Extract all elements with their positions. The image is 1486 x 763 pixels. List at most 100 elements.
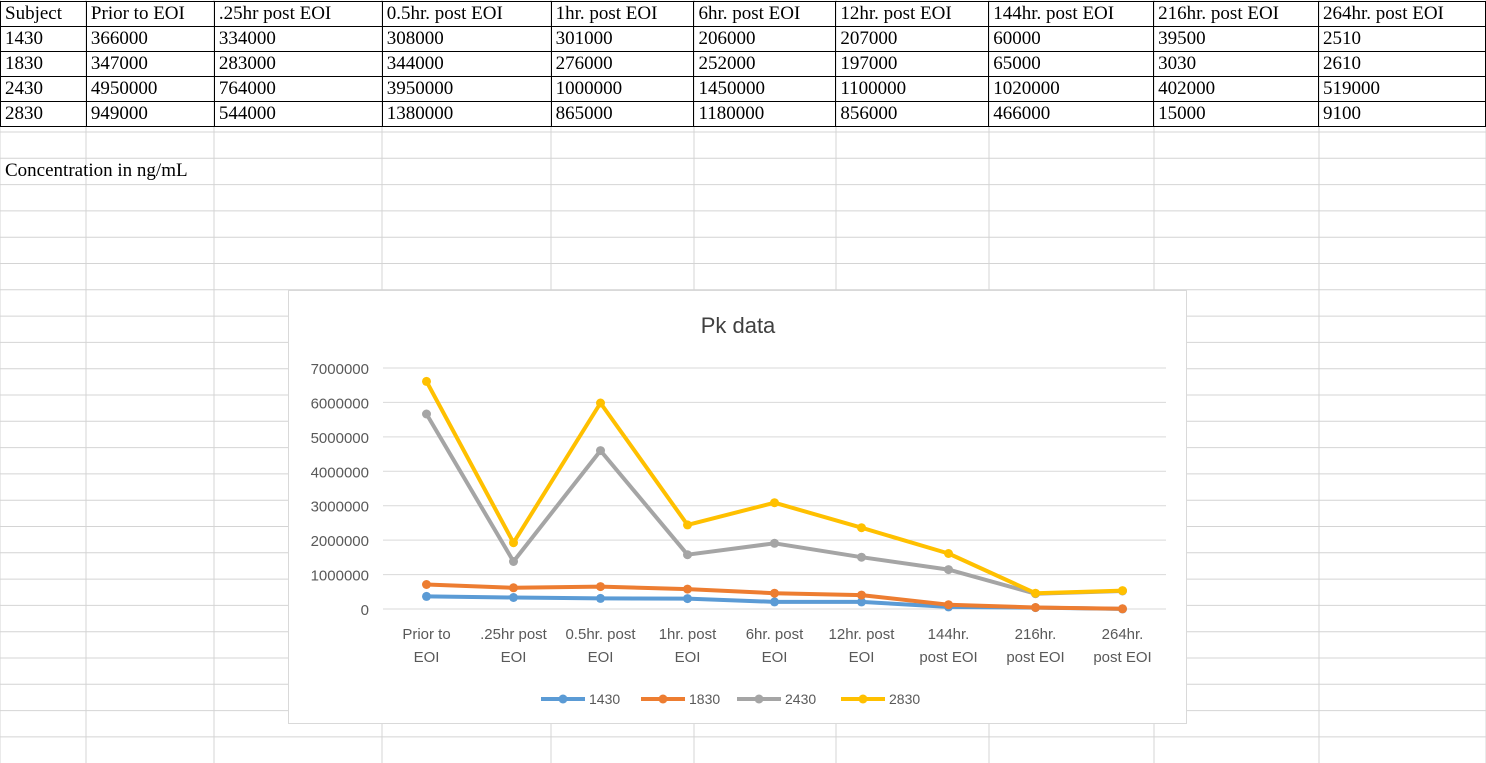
- column-header-cell[interactable]: 144hr. post EOI: [988, 1, 1155, 27]
- data-point-2430: [683, 550, 692, 560]
- table-cell[interactable]: 15000: [1153, 101, 1320, 127]
- table-cell[interactable]: 347000: [85, 51, 215, 77]
- legend-label: 2430: [785, 691, 816, 707]
- data-point-1430: [596, 593, 605, 603]
- x-tick-label: Prior to: [402, 626, 450, 643]
- table-cell[interactable]: 1380000: [381, 101, 552, 127]
- table-cell[interactable]: 1450000: [693, 76, 837, 102]
- table-cell[interactable]: 1020000: [988, 76, 1155, 102]
- x-tick-label: EOI: [588, 649, 614, 666]
- table-cell[interactable]: 1830: [0, 51, 87, 77]
- data-point-1430: [857, 597, 866, 607]
- column-header-cell[interactable]: Prior to EOI: [85, 1, 215, 27]
- table-cell[interactable]: 1000000: [550, 76, 695, 102]
- data-point-2830: [770, 498, 779, 508]
- table-cell[interactable]: 60000: [988, 26, 1155, 52]
- data-point-2830: [944, 549, 953, 558]
- table-cell[interactable]: 366000: [85, 26, 215, 52]
- table-cell[interactable]: 344000: [381, 51, 552, 77]
- table-cell[interactable]: 764000: [213, 76, 383, 102]
- x-tick-label: EOI: [849, 649, 875, 666]
- table-cell[interactable]: 1180000: [693, 101, 837, 127]
- table-cell[interactable]: 2830: [0, 101, 87, 127]
- table-cell[interactable]: 3030: [1153, 51, 1320, 77]
- table-header-row: Subject Prior to EOI .25hr post EOI 0.5hr. …: [0, 1, 1486, 27]
- data-point-1830: [770, 588, 779, 598]
- legend-label: 2830: [889, 691, 920, 707]
- data-table: Subject Prior to EOI .25hr post EOI 0.5hr. …: [0, 1, 1486, 127]
- table-cell[interactable]: 334000: [213, 26, 383, 52]
- table-cell[interactable]: 2610: [1318, 51, 1486, 77]
- table-cell[interactable]: 4950000: [85, 76, 215, 102]
- table-cell[interactable]: 2430: [0, 76, 87, 102]
- table-cell[interactable]: 949000: [85, 101, 215, 127]
- legend-marker-2430: [754, 694, 764, 704]
- x-tick-label: 0.5hr. post: [565, 626, 636, 643]
- table-cell[interactable]: 39500: [1153, 26, 1320, 52]
- table-cell[interactable]: 308000: [381, 26, 552, 52]
- table-row: 1830 347000 283000 344000 276000 252000 197000…: [0, 51, 1486, 77]
- data-point-2430: [422, 409, 431, 419]
- table-cell[interactable]: 301000: [550, 26, 695, 52]
- column-header-cell[interactable]: 264hr. post EOI: [1318, 1, 1486, 27]
- x-tick-label: EOI: [675, 649, 701, 666]
- table-cell[interactable]: 276000: [550, 51, 695, 77]
- table-cell[interactable]: 9100: [1318, 101, 1486, 127]
- table-cell[interactable]: 3950000: [381, 76, 552, 102]
- table-cell[interactable]: 466000: [988, 101, 1155, 127]
- table-cell[interactable]: 2510: [1318, 26, 1486, 52]
- table-cell[interactable]: 252000: [693, 51, 837, 77]
- table-cell[interactable]: 402000: [1153, 76, 1320, 102]
- legend-marker-1430: [558, 694, 568, 704]
- data-point-1430: [683, 594, 692, 604]
- data-point-2830: [1031, 588, 1040, 598]
- data-point-2830: [857, 523, 866, 533]
- data-point-1830: [596, 582, 605, 592]
- table-cell[interactable]: 544000: [213, 101, 383, 127]
- column-header-cell[interactable]: 12hr. post EOI: [835, 1, 990, 27]
- y-tick-label: 1000000: [311, 568, 369, 585]
- data-point-1830: [1118, 604, 1127, 614]
- concentration-unit-note: Concentration in ng/mL: [5, 160, 188, 181]
- column-header-cell[interactable]: 6hr. post EOI: [693, 1, 837, 27]
- table-cell[interactable]: 197000: [835, 51, 990, 77]
- legend-label: 1830: [689, 691, 720, 707]
- table-row: 2830 949000 544000 1380000 865000 1180000 8560…: [0, 101, 1486, 127]
- chart-container[interactable]: Pk data 0 1000000 2000000 3000000 4000000 5000…: [288, 290, 1187, 724]
- table-cell[interactable]: 1430: [0, 26, 87, 52]
- table-cell[interactable]: 856000: [835, 101, 990, 127]
- table-cell[interactable]: 519000: [1318, 76, 1486, 102]
- data-point-2430: [596, 446, 605, 456]
- chart-title: Pk data: [701, 313, 776, 338]
- x-tick-label: post EOI: [1006, 649, 1064, 666]
- x-tick-label: 12hr. post: [829, 626, 896, 643]
- table-cell[interactable]: 207000: [835, 26, 990, 52]
- data-point-2430: [770, 538, 779, 548]
- table-cell[interactable]: 65000: [988, 51, 1155, 77]
- data-point-1830: [1031, 603, 1040, 612]
- table-row: 2430 4950000 764000 3950000 1000000 1450000 11…: [0, 76, 1486, 102]
- table-cell[interactable]: 283000: [213, 51, 383, 77]
- column-header-cell[interactable]: 0.5hr. post EOI: [381, 1, 552, 27]
- x-tick-label: 264hr.: [1102, 626, 1144, 643]
- data-point-1830: [857, 590, 866, 600]
- table-cell[interactable]: 865000: [550, 101, 695, 127]
- x-tick-label: EOI: [414, 649, 440, 666]
- y-tick-label: 6000000: [311, 395, 369, 412]
- table-cell[interactable]: 1100000: [835, 76, 990, 102]
- table-cell[interactable]: 206000: [693, 26, 837, 52]
- column-header-cell[interactable]: .25hr post EOI: [213, 1, 383, 27]
- x-tick-label: 1hr. post: [659, 626, 717, 643]
- data-point-1430: [422, 591, 431, 601]
- data-point-2430: [857, 552, 866, 562]
- column-header-cell[interactable]: 1hr. post EOI: [550, 1, 695, 27]
- x-tick-label: EOI: [762, 649, 788, 666]
- y-tick-label: 7000000: [311, 361, 369, 378]
- column-header-cell[interactable]: 216hr. post EOI: [1153, 1, 1320, 27]
- data-point-2830: [596, 398, 605, 408]
- x-tick-label: 6hr. post: [746, 626, 804, 643]
- column-header-cell[interactable]: Subject: [0, 1, 87, 27]
- data-point-1430: [509, 593, 518, 602]
- y-tick-label: 4000000: [311, 464, 369, 481]
- y-tick-label: 5000000: [311, 430, 369, 447]
